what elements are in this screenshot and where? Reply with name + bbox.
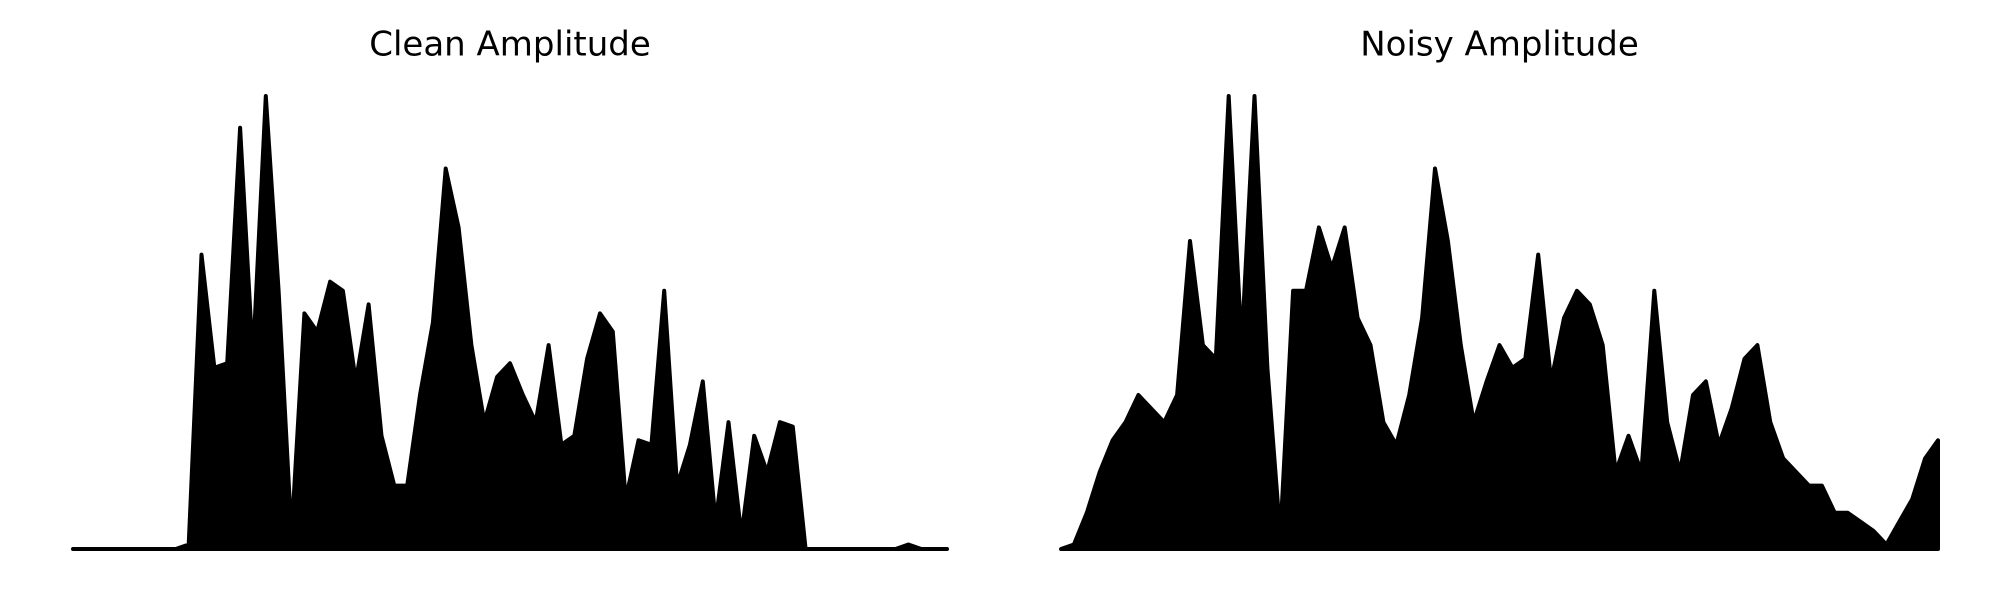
amplitude-area bbox=[71, 94, 949, 551]
amplitude-area bbox=[1059, 94, 1940, 551]
chart-title: Noisy Amplitude bbox=[1360, 25, 1639, 65]
chart-title: Clean Amplitude bbox=[369, 25, 651, 65]
